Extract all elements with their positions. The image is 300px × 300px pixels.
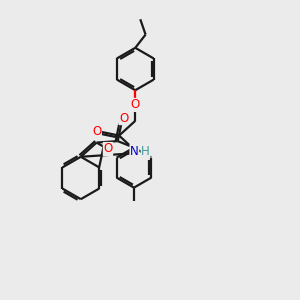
Text: O: O [131,98,140,111]
Text: H: H [141,145,150,158]
Text: O: O [103,142,112,155]
Text: N: N [130,145,139,158]
Text: O: O [119,112,128,124]
Text: O: O [92,125,101,138]
